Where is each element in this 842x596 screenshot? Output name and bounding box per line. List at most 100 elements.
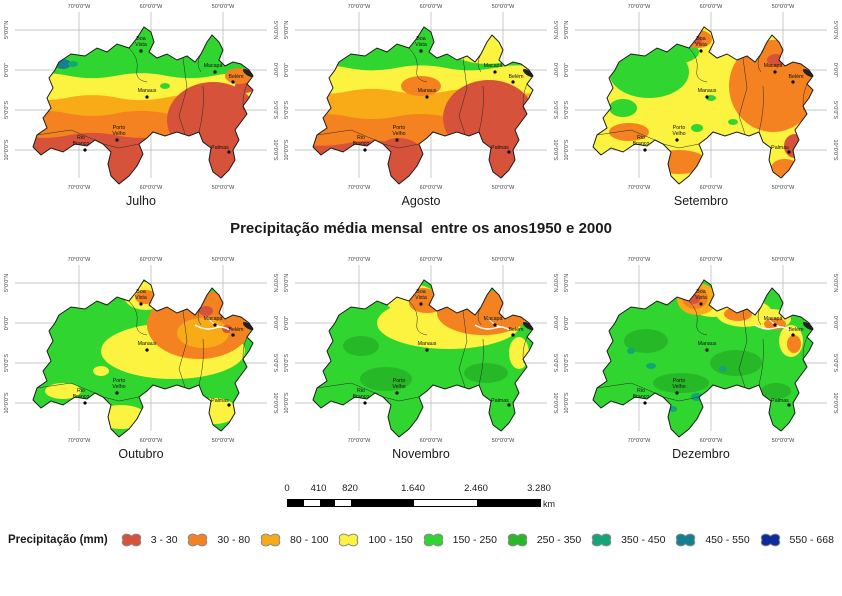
latitude-label: 10°0'0"S <box>272 139 278 160</box>
month-label: Dezembro <box>672 447 730 461</box>
latitude-label: 5°0'0"S <box>4 354 10 372</box>
map-canvas-setembro: 70°0'0"W 70°0'0"W 60°0'0"W 60°0'0"W 50°0'0"W… <box>564 4 838 191</box>
state-boundary-line <box>36 382 96 394</box>
legend-item: 100 - 150 <box>335 531 413 549</box>
state-boundary-line <box>596 129 656 141</box>
precip-zone-spot <box>160 83 170 89</box>
city-label: Vista <box>135 295 147 301</box>
legend-swatch <box>121 533 141 547</box>
latitude-label: 5°0'0"N <box>832 274 838 292</box>
city-dot <box>227 150 231 154</box>
city-label: Belém <box>788 74 804 80</box>
month-label: Setembro <box>673 194 729 208</box>
legend-swatch <box>339 533 359 547</box>
city-label: Macapá <box>204 316 223 322</box>
precip-zone-spot <box>343 336 379 356</box>
city-label: Boa <box>696 289 705 295</box>
city-dot <box>511 80 515 84</box>
city-label: Belém <box>508 74 524 80</box>
city-label: Branco <box>353 141 370 147</box>
longitude-label: 60°0'0"W <box>420 185 443 191</box>
city-label: Velho <box>112 384 125 390</box>
latitude-label: 5°0'0"S <box>4 101 10 119</box>
map-cell-outubro: 70°0'0"W 70°0'0"W 60°0'0"W 60°0'0"W 50°0'0"W… <box>1 253 281 461</box>
precip-zone-spot <box>691 124 703 132</box>
legend-item: 350 - 450 <box>588 531 665 549</box>
scalebar-tick-label: 2.460 <box>464 483 488 494</box>
state-boundary-line <box>458 57 468 135</box>
legend-swatch-blob <box>423 533 443 547</box>
city-label: Vista <box>695 295 707 301</box>
city-label: Manaus <box>138 88 157 94</box>
city-label: Branco <box>633 141 650 147</box>
city-dot <box>419 302 423 306</box>
city-dot <box>231 333 235 337</box>
longitude-label: 60°0'0"W <box>420 257 443 263</box>
precip-zone-spot <box>68 61 78 67</box>
city-label: Velho <box>392 131 405 137</box>
latitude-label: 5°0'0"S <box>564 101 570 119</box>
legend-item: 250 - 350 <box>504 531 581 549</box>
city-label: Boa <box>416 36 425 42</box>
city-label: Vista <box>135 42 147 48</box>
latitude-label: 0°0'0" <box>272 316 278 330</box>
city-label: Porto <box>393 125 406 131</box>
precip-zone-spot <box>373 138 425 178</box>
city-label: Velho <box>112 131 125 137</box>
city-dot <box>395 138 399 142</box>
city-dot <box>675 391 679 395</box>
city-label: Rio <box>357 135 365 141</box>
maps-row-bottom: 70°0'0"W 70°0'0"W 60°0'0"W 60°0'0"W 50°0'0"W… <box>0 253 842 461</box>
city-label: Branco <box>73 141 90 147</box>
latitude-label: 0°0'0" <box>552 316 558 330</box>
longitude-label: 70°0'0"W <box>628 438 651 444</box>
state-boundary-line <box>316 382 376 394</box>
city-dot <box>507 403 511 407</box>
longitude-label: 50°0'0"W <box>772 185 795 191</box>
region-outline <box>592 26 814 185</box>
latitude-label: 5°0'0"N <box>284 21 290 39</box>
region-outline <box>32 279 254 438</box>
river-line <box>486 316 502 328</box>
latitude-label: 0°0'0" <box>832 316 838 330</box>
latitude-label: 5°0'0"N <box>284 274 290 292</box>
city-label: Velho <box>392 384 405 390</box>
state-boundary-line <box>128 300 148 336</box>
precip-zone-spot <box>761 383 791 399</box>
map-canvas-outubro: 70°0'0"W 70°0'0"W 60°0'0"W 60°0'0"W 50°0'0"W… <box>4 257 278 444</box>
state-boundary-line <box>688 300 708 336</box>
city-dot <box>115 391 119 395</box>
legend-range-label: 450 - 550 <box>705 534 750 546</box>
latitude-label: 5°0'0"S <box>284 101 290 119</box>
city-dot <box>83 401 87 405</box>
legend-swatch-blob <box>121 533 141 547</box>
map-canvas-julho: 70°0'0"W 70°0'0"W 60°0'0"W 60°0'0"W 50°0'0"W… <box>4 4 278 191</box>
city-dot <box>699 49 703 53</box>
city-label: Belém <box>228 327 244 333</box>
city-label: Boa <box>136 36 145 42</box>
longitude-label: 70°0'0"W <box>348 438 371 444</box>
scalebar-tick-label: 410 <box>310 483 327 494</box>
latitude-label: 10°0'0"S <box>832 139 838 160</box>
precip-zone-spot <box>95 405 147 429</box>
precip-zone-spot <box>199 306 213 316</box>
precip-zone-spot <box>609 123 649 141</box>
latitude-label: 10°0'0"S <box>284 139 290 160</box>
latitude-label: 0°0'0" <box>272 63 278 77</box>
map-cell-agosto: 70°0'0"W 70°0'0"W 60°0'0"W 60°0'0"W 50°0'0"W… <box>281 0 561 208</box>
legend-title: Precipitação (mm) <box>8 534 108 546</box>
city-dot <box>139 302 143 306</box>
latitude-label: 10°0'0"S <box>272 392 278 413</box>
city-dot <box>83 148 87 152</box>
legend-items: 3 - 30 30 - 80 80 - 100 100 - 150 150 - 250 2… <box>118 531 834 549</box>
city-label: Manaus <box>418 88 437 94</box>
legend-range-label: 250 - 350 <box>536 534 582 546</box>
precip-zone-spot <box>45 383 81 399</box>
precip-zone-spot <box>691 393 703 401</box>
city-dot <box>705 95 709 99</box>
state-boundary-line <box>688 47 708 83</box>
scalebar-segment <box>414 500 477 506</box>
state-boundary-line <box>408 300 428 336</box>
longitude-label: 60°0'0"W <box>420 438 443 444</box>
city-dot <box>705 348 709 352</box>
